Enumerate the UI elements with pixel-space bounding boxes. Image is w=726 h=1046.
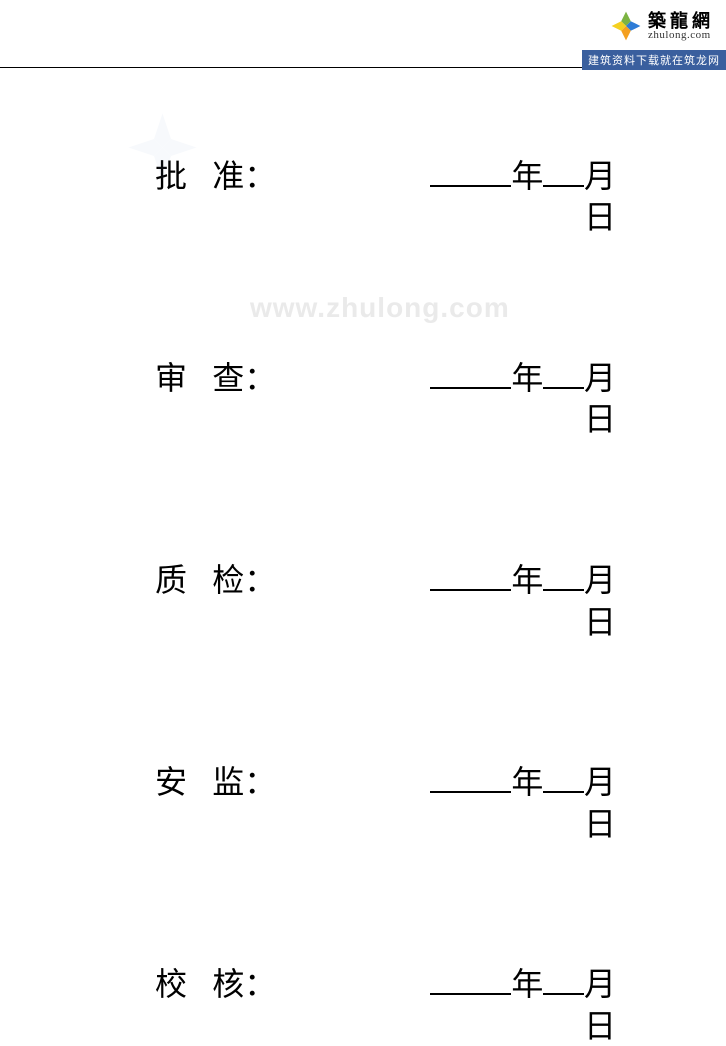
colon: ： bbox=[244, 964, 276, 1006]
label-char: 监 bbox=[212, 762, 244, 804]
approval-row-4: 校 核 ： 年 月 日 bbox=[155, 962, 616, 1046]
year-blank[interactable] bbox=[430, 962, 511, 996]
month-unit: 月 bbox=[584, 156, 616, 198]
month-blank[interactable] bbox=[543, 153, 584, 187]
colon: ： bbox=[244, 762, 276, 804]
label-char: 查 bbox=[212, 358, 244, 400]
label-char: 质 bbox=[155, 560, 187, 602]
day-unit: 日 bbox=[584, 602, 616, 642]
label-char: 安 bbox=[155, 762, 187, 804]
year-blank[interactable] bbox=[430, 760, 511, 794]
logo-text: 築龍網 zhulong.com bbox=[648, 12, 714, 41]
approval-row-2: 质 检 ： 年 月 日 bbox=[155, 557, 616, 641]
month-blank[interactable] bbox=[543, 760, 584, 794]
promo-banner: 建筑资料下载就在筑龙网 bbox=[582, 50, 726, 70]
zhulong-logo-icon bbox=[610, 10, 642, 42]
month-blank[interactable] bbox=[543, 355, 584, 389]
day-unit: 日 bbox=[584, 197, 616, 237]
month-unit: 月 bbox=[584, 762, 616, 804]
day-unit: 日 bbox=[584, 804, 616, 844]
approval-row-0: 批 准 ： 年 月 日 bbox=[155, 153, 616, 237]
label-char: 检 bbox=[212, 560, 244, 602]
logo-sub-text: zhulong.com bbox=[648, 30, 714, 41]
year-blank[interactable] bbox=[430, 355, 511, 389]
year-unit: 年 bbox=[511, 964, 543, 1006]
year-unit: 年 bbox=[511, 156, 543, 198]
label-char: 校 bbox=[155, 964, 187, 1006]
year-unit: 年 bbox=[511, 358, 543, 400]
approval-row-1: 审 查 ： 年 月 日 bbox=[155, 355, 616, 439]
page-header: 築龍網 zhulong.com 建筑资料下载就在筑龙网 bbox=[0, 0, 726, 68]
year-unit: 年 bbox=[511, 560, 543, 602]
year-unit: 年 bbox=[511, 762, 543, 804]
colon: ： bbox=[244, 560, 276, 602]
day-unit: 日 bbox=[584, 399, 616, 439]
logo-main-text: 築龍網 bbox=[648, 12, 714, 30]
year-blank[interactable] bbox=[430, 557, 511, 591]
label-char: 核 bbox=[212, 964, 244, 1006]
logo-area: 築龍網 zhulong.com bbox=[610, 10, 714, 42]
label-char: 审 bbox=[155, 358, 187, 400]
form-content: 批 准 ： 年 月 日 审 查 ： 年 月 日 bbox=[0, 68, 726, 1046]
year-blank[interactable] bbox=[430, 153, 511, 187]
month-blank[interactable] bbox=[543, 557, 584, 591]
label-char: 准 bbox=[212, 156, 244, 198]
month-unit: 月 bbox=[584, 358, 616, 400]
month-unit: 月 bbox=[584, 964, 616, 1006]
month-blank[interactable] bbox=[543, 962, 584, 996]
colon: ： bbox=[244, 358, 276, 400]
approval-row-3: 安 监 ： 年 月 日 bbox=[155, 760, 616, 844]
month-unit: 月 bbox=[584, 560, 616, 602]
colon: ： bbox=[244, 156, 276, 198]
label-char: 批 bbox=[155, 156, 187, 198]
